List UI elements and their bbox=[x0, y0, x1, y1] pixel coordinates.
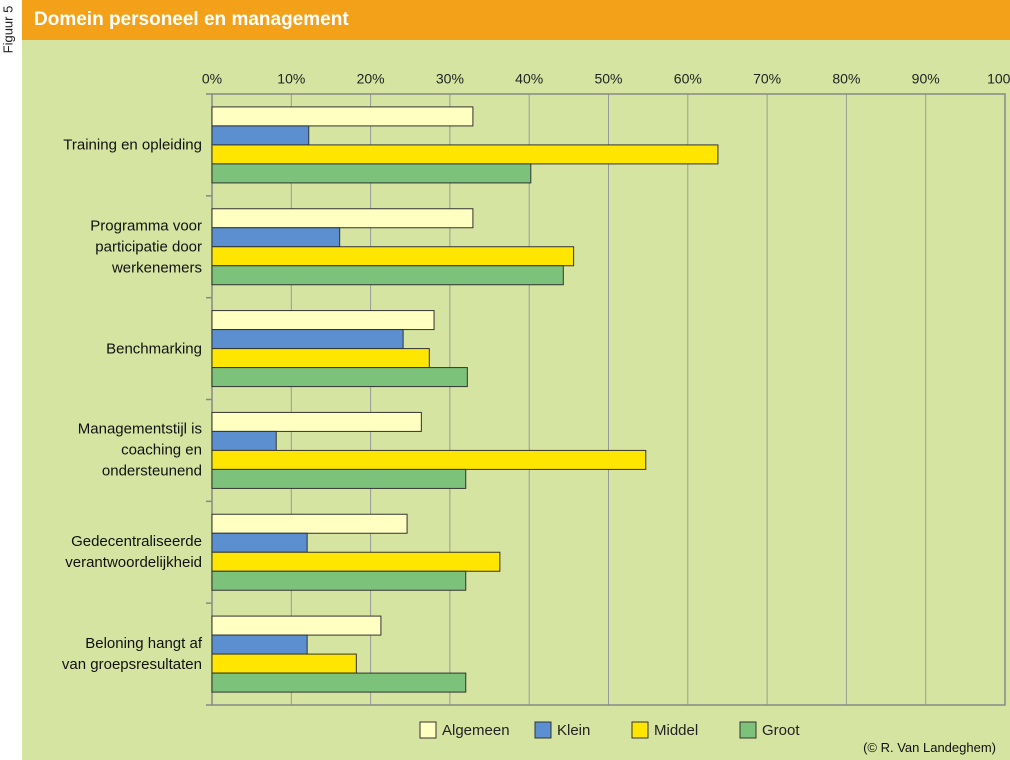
x-tick-label: 20% bbox=[357, 71, 385, 87]
header: Domein personeel en management bbox=[22, 0, 1010, 40]
legend-label: Middel bbox=[654, 722, 698, 739]
credit: (© R. Van Landeghem) bbox=[863, 740, 996, 755]
bar bbox=[211, 653, 357, 674]
bar bbox=[211, 449, 647, 470]
bar bbox=[211, 570, 467, 591]
category-label: Training en opleiding bbox=[63, 136, 202, 154]
bar bbox=[211, 615, 382, 636]
legend-label: Groot bbox=[762, 722, 800, 739]
bar bbox=[211, 513, 408, 534]
x-tick-label: 90% bbox=[912, 71, 940, 87]
x-tick-label: 0% bbox=[202, 71, 222, 87]
category-label: Beloning hangt af van groepsresultaten bbox=[61, 635, 202, 674]
legend-swatch bbox=[739, 721, 757, 739]
legend-swatch bbox=[534, 721, 552, 739]
x-tick-label: 10% bbox=[277, 71, 305, 87]
legend-label: Algemeen bbox=[442, 722, 510, 739]
category-label: Programma voor participatie door werkene… bbox=[90, 217, 202, 277]
bar bbox=[211, 246, 575, 267]
bar bbox=[211, 672, 467, 693]
bar bbox=[211, 227, 341, 248]
x-tick-label: 70% bbox=[753, 71, 781, 87]
legend-swatch bbox=[631, 721, 649, 739]
category-label: Gedecentraliseerde verantwoordelijkheid bbox=[65, 533, 202, 572]
bar bbox=[211, 265, 564, 286]
category-label: Benchmarking bbox=[106, 340, 202, 358]
bar bbox=[211, 144, 719, 165]
bar bbox=[211, 125, 310, 146]
x-tick-label: 50% bbox=[594, 71, 622, 87]
x-tick-label: 100% bbox=[987, 71, 1010, 87]
x-tick-label: 30% bbox=[436, 71, 464, 87]
bar bbox=[211, 532, 308, 553]
legend-label: Klein bbox=[557, 722, 590, 739]
x-tick-label: 60% bbox=[674, 71, 702, 87]
bar bbox=[211, 551, 501, 572]
category-label: Managementstijl is coaching en ondersteu… bbox=[77, 420, 202, 480]
bar bbox=[211, 208, 474, 229]
bar bbox=[211, 367, 468, 388]
chart-title: Domein personeel en management bbox=[34, 9, 349, 30]
bar bbox=[211, 310, 435, 331]
x-tick-label: 40% bbox=[515, 71, 543, 87]
x-tick-label: 80% bbox=[832, 71, 860, 87]
legend-swatch bbox=[419, 721, 437, 739]
bar bbox=[211, 430, 277, 451]
bar bbox=[211, 348, 430, 369]
bar bbox=[211, 106, 474, 127]
bar bbox=[211, 329, 404, 350]
bar bbox=[211, 634, 308, 655]
bar bbox=[211, 163, 532, 184]
bar bbox=[211, 468, 467, 489]
bar bbox=[211, 411, 422, 432]
